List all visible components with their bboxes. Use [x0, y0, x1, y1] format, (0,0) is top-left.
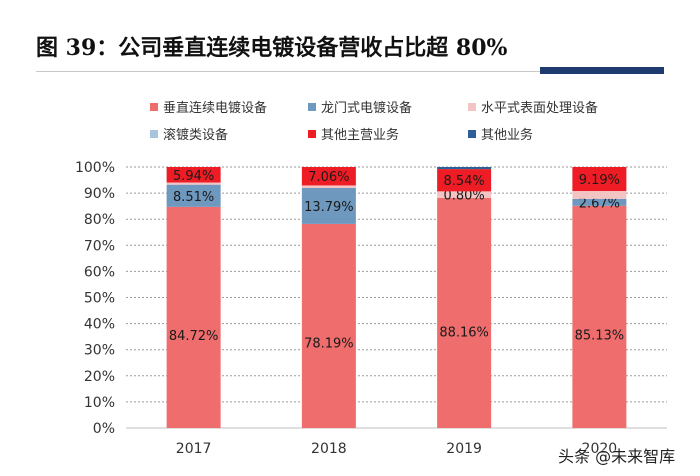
data-label-2018-series-4: 7.06%	[308, 170, 349, 185]
bar-2018-series-0	[301, 223, 356, 428]
bar-2020-series-2	[572, 190, 627, 199]
y-tick-0pct: 0%	[93, 421, 115, 437]
bar-2017-series-0	[166, 206, 221, 428]
legend-label-0: 垂直连续电镀设备	[163, 100, 267, 116]
y-tick-20pct: 20%	[84, 369, 115, 385]
data-label-2020-series-4: 9.19%	[579, 173, 620, 188]
legend-swatch-4	[308, 130, 316, 138]
title-rule	[36, 71, 664, 72]
legend-label-5: 其他业务	[481, 127, 533, 143]
watermark: 头条 @未来智库	[558, 447, 676, 466]
legend-label-1: 龙门式电镀设备	[321, 100, 412, 116]
data-label-2020-series-0: 85.13%	[575, 329, 625, 344]
figure-title: 图 39：公司垂直连续电镀设备营收占比超 80%	[36, 35, 508, 61]
y-tick-10pct: 10%	[84, 395, 115, 411]
x-tick-2019: 2019	[446, 441, 482, 457]
y-tick-90pct: 90%	[84, 186, 115, 202]
legend-label-3: 滚镀类设备	[163, 127, 228, 143]
data-label-2020-series-1: 2.67%	[579, 196, 620, 211]
legend-swatch-3	[150, 130, 158, 138]
bar-2019-series-4	[437, 169, 492, 192]
data-label-2017-series-1: 8.51%	[173, 190, 214, 205]
bar-2018-series-2	[301, 185, 356, 188]
data-label-2018-series-0: 78.19%	[304, 336, 354, 351]
bar-2020-series-1	[572, 198, 627, 206]
y-tick-70pct: 70%	[84, 238, 115, 254]
data-label-2019-series-4: 8.54%	[443, 174, 484, 189]
bar-2020-series-4	[572, 167, 627, 191]
bar-2017-series-1	[166, 184, 221, 207]
legend-swatch-1	[308, 103, 316, 111]
bar-2018-series-4	[301, 167, 356, 186]
y-tick-40pct: 40%	[84, 317, 115, 333]
bar-2018-series-1	[301, 187, 356, 224]
data-label-2017-series-4: 5.94%	[173, 169, 214, 184]
data-label-2019-series-2: 0.80%	[443, 189, 484, 204]
y-tick-60pct: 60%	[84, 264, 115, 280]
y-tick-80pct: 80%	[84, 212, 115, 228]
data-label-2017-series-0: 84.72%	[169, 329, 219, 344]
bar-2019-series-0	[437, 197, 492, 428]
x-tick-2017: 2017	[176, 441, 212, 457]
legend-label-4: 其他主营业务	[321, 127, 399, 143]
legend-swatch-2	[468, 103, 476, 111]
legend-swatch-5	[468, 130, 476, 138]
data-label-2019-series-0: 88.16%	[439, 325, 489, 340]
y-tick-30pct: 30%	[84, 343, 115, 359]
title-accent-bar	[540, 67, 664, 74]
bar-2020-series-0	[572, 205, 627, 428]
bar-2017-series-4	[166, 167, 221, 183]
x-tick-2018: 2018	[311, 441, 347, 457]
legend-label-2: 水平式表面处理设备	[481, 100, 598, 116]
bar-2019-series-5	[437, 167, 492, 170]
bar-2019-series-2	[437, 191, 492, 198]
bar-2017-series-2	[166, 182, 221, 185]
y-tick-50pct: 50%	[84, 291, 115, 307]
legend-swatch-0	[150, 103, 158, 111]
data-label-2018-series-1: 13.79%	[304, 200, 354, 215]
x-tick-2020: 2020	[582, 441, 618, 457]
y-tick-100pct: 100%	[75, 160, 115, 176]
